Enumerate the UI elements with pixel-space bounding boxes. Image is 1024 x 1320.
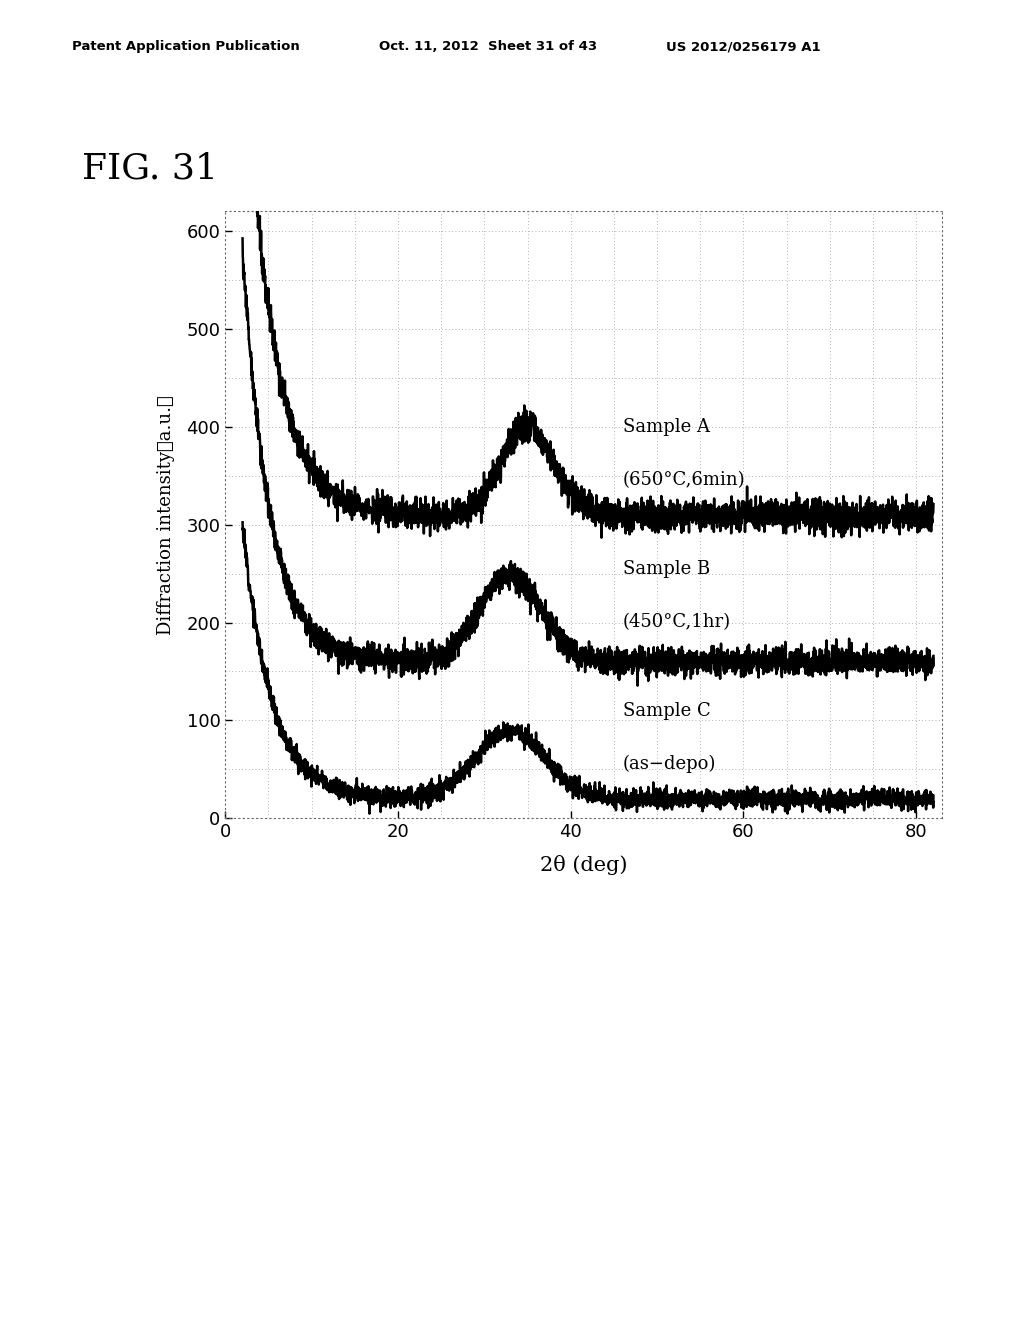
Text: (650°C,6min): (650°C,6min) — [623, 471, 745, 488]
Text: (as−depo): (as−depo) — [623, 755, 716, 774]
Text: Oct. 11, 2012  Sheet 31 of 43: Oct. 11, 2012 Sheet 31 of 43 — [379, 40, 597, 53]
Text: Sample A: Sample A — [623, 418, 710, 437]
Text: Sample C: Sample C — [623, 702, 711, 721]
Text: Patent Application Publication: Patent Application Publication — [72, 40, 299, 53]
Text: US 2012/0256179 A1: US 2012/0256179 A1 — [666, 40, 820, 53]
Text: Sample B: Sample B — [623, 561, 710, 578]
Y-axis label: Diffraction intensity（a.u.）: Diffraction intensity（a.u.） — [158, 395, 175, 635]
Text: (450°C,1hr): (450°C,1hr) — [623, 612, 731, 631]
X-axis label: 2θ (deg): 2θ (deg) — [540, 855, 628, 875]
Text: FIG. 31: FIG. 31 — [82, 152, 218, 185]
